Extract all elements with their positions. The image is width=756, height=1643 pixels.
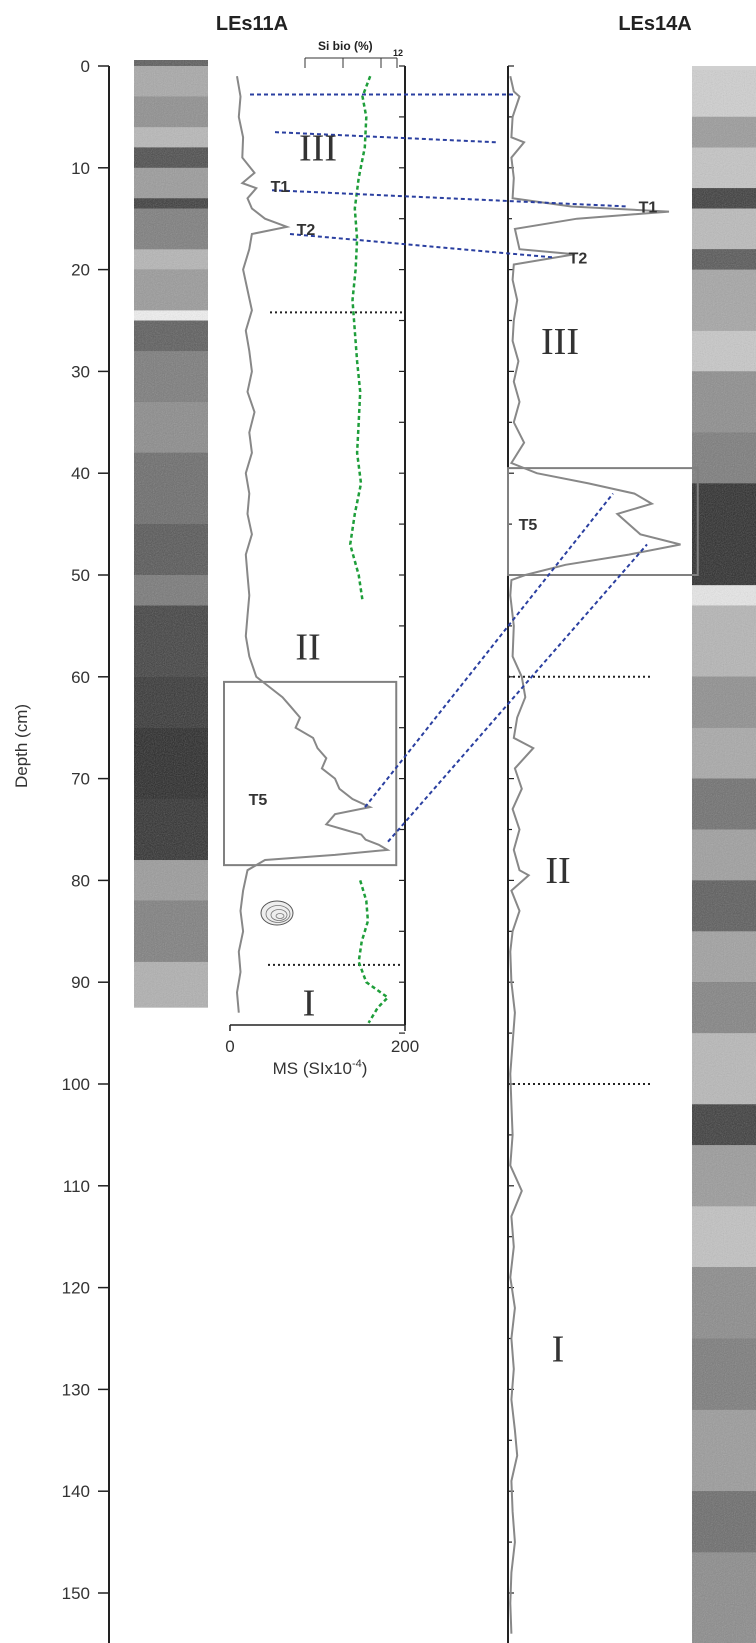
depth-tick-label: 20 [71, 261, 90, 280]
depth-tick-label: 70 [71, 770, 90, 789]
depth-tick-label: 140 [62, 1482, 90, 1501]
unit-label: II [545, 850, 570, 892]
tephra-box-les11a [223, 680, 398, 867]
correlation-line [274, 131, 499, 144]
depth-tick-label: 50 [71, 566, 90, 585]
depth-tick-label: 0 [81, 57, 90, 76]
depth-tick-label: 100 [62, 1075, 90, 1094]
ms-line-les14a [509, 75, 681, 1634]
depth-axis-ticks: 0 10 20 30 40 50 60 70 80 90 100 110 120 130 140 150 [62, 57, 109, 1603]
unit-label: III [299, 127, 337, 169]
sibio-max-label: 12 [393, 48, 403, 58]
correlation-line [364, 492, 614, 808]
core-photo-right-texture [692, 70, 756, 1643]
unit-label: II [295, 626, 320, 668]
ms-tick-label-200: 200 [391, 1037, 419, 1056]
correlation-line [271, 189, 629, 208]
depth-tick-label: 30 [71, 362, 90, 381]
tephra-label: T2 [569, 250, 588, 267]
depth-tick-label: 120 [62, 1279, 90, 1298]
core-title-les11a: LEs11A [216, 13, 288, 35]
tephra-label: T5 [249, 792, 268, 809]
depth-tick-label: 60 [71, 668, 90, 687]
sibio-line-lower [357, 880, 390, 1024]
unit-label: I [303, 983, 316, 1025]
unit-label: I [552, 1329, 565, 1371]
correlation-line [387, 543, 648, 843]
sibio-axis-title: Si bio (%) [318, 39, 373, 53]
ms-axis-title: MS (SIx10-4) [273, 1058, 368, 1078]
depth-tick-label: 90 [71, 973, 90, 992]
tephra-label: T5 [519, 517, 538, 534]
tephra-label: T2 [297, 222, 316, 239]
depth-tick-label: 10 [71, 159, 90, 178]
ms-line-les11a [235, 76, 391, 1013]
tephra-box-les14a [507, 467, 699, 576]
depth-tick-label: 130 [62, 1380, 90, 1399]
shell-icon [260, 900, 294, 926]
core-title-les14a: LEs14A [618, 13, 691, 35]
depth-tick-label: 150 [62, 1584, 90, 1603]
unit-label: III [541, 321, 579, 363]
depth-tick-label: 110 [63, 1177, 90, 1196]
correlation-line [289, 232, 554, 259]
depth-axis-title: Depth (cm) [12, 704, 31, 788]
sibio-line-upper [348, 75, 372, 601]
depth-tick-label: 80 [71, 871, 90, 890]
tephra-label: T1 [639, 199, 658, 216]
core-photo-left-texture [134, 60, 208, 1007]
tephra-label: T1 [271, 179, 290, 196]
depth-tick-label: 40 [71, 464, 90, 483]
ms-tick-label-0: 0 [225, 1037, 234, 1056]
